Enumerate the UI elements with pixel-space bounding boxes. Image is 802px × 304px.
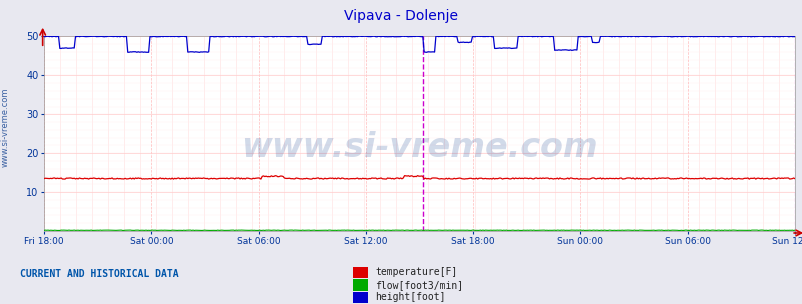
Text: height[foot]: height[foot] [375,292,445,302]
Text: www.si-vreme.com: www.si-vreme.com [1,88,10,168]
Text: temperature[F]: temperature[F] [375,268,456,277]
Text: www.si-vreme.com: www.si-vreme.com [241,131,597,164]
Text: flow[foot3/min]: flow[foot3/min] [375,280,463,290]
Text: Vipava - Dolenje: Vipava - Dolenje [344,9,458,23]
Text: CURRENT AND HISTORICAL DATA: CURRENT AND HISTORICAL DATA [20,269,179,279]
